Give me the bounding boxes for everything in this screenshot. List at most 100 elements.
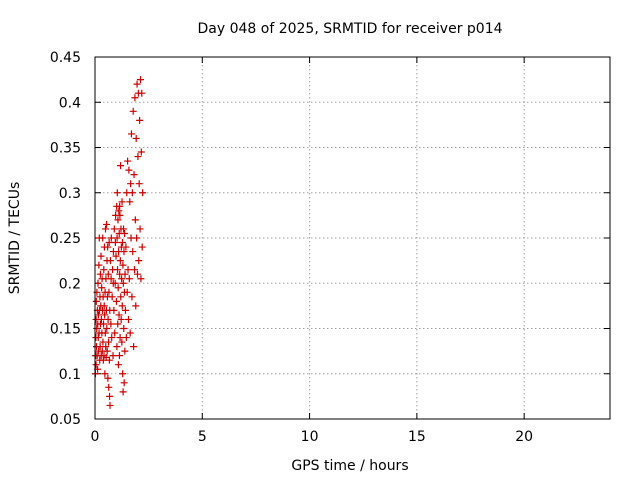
x-axis-label: GPS time / hours [291,458,408,474]
data-point [120,325,128,332]
data-point [133,270,141,278]
data-point [117,162,125,170]
data-point [130,171,138,179]
data-point [103,325,111,332]
data-point [123,288,131,296]
data-point [104,270,112,278]
data-point [135,257,143,265]
data-point [115,352,123,360]
data-point [132,134,140,142]
data-point [93,325,101,332]
data-point [119,370,127,378]
data-point [118,275,126,283]
data-point [124,266,132,274]
data-point [130,343,138,351]
data-point [105,288,113,296]
data-point [112,252,120,260]
data-point [97,252,105,260]
data-point [122,334,130,342]
data-point [103,347,111,355]
data-point [127,180,135,188]
data-point [97,315,105,323]
data-point [111,239,119,247]
data-point [114,284,122,292]
y-tick-label: 0.05 [50,412,81,428]
y-tick-label: 0.2 [59,276,81,292]
data-point [138,243,146,251]
data-point [106,392,114,400]
data-point [133,80,141,88]
data-point [138,89,146,97]
data-point [139,189,147,197]
data-point [100,302,108,310]
data-point [133,234,141,242]
data-point [105,356,113,364]
data-point [136,76,144,84]
x-tick-label: 0 [91,429,100,445]
data-point [95,261,103,269]
x-tick-label: 5 [198,429,207,445]
data-point [125,166,133,174]
data-point [119,388,127,396]
data-point [99,234,107,242]
data-point [120,225,128,233]
y-tick-label: 0.3 [59,186,81,202]
data-point [132,302,140,310]
data-point [114,361,122,369]
data-point [98,284,106,292]
data-point [107,275,115,283]
data-point [92,297,100,305]
grid [95,57,610,419]
data-point [124,315,132,323]
data-point [102,225,110,233]
data-point [100,320,108,328]
data-point [115,207,123,215]
data-point [118,338,126,346]
data-point [129,107,137,115]
data-point [121,270,129,278]
data-point [101,329,109,337]
data-point [128,293,136,301]
data-point [106,401,114,409]
data-point [114,266,122,274]
y-tick-label: 0.4 [59,95,81,111]
data-point [94,311,102,319]
data-point [101,370,109,378]
chart-title: Day 048 of 2025, SRMTID for receiver p01… [197,21,502,37]
y-tick-label: 0.15 [50,322,81,338]
data-point [137,148,145,156]
data-point [121,347,129,355]
data-point [103,220,111,228]
data-point [121,229,129,237]
data-point [111,329,119,337]
data-point [116,334,124,342]
data-point [136,116,144,124]
data-point [117,293,125,301]
data-point [114,216,122,224]
data-point [101,311,109,319]
data-point [120,379,128,387]
data-point [127,130,135,138]
data-point [96,270,104,278]
data-point [113,189,121,197]
data-point [126,329,134,337]
data-point [105,383,113,391]
data-point [116,257,124,265]
data-point [129,248,137,256]
data-point [114,320,122,328]
x-tick-label: 10 [301,429,319,445]
x-tick-labels: 0 5 10 15 20 [91,429,534,445]
data-point [119,279,127,287]
data-point [120,248,128,256]
data-point [109,352,117,360]
y-tick-label: 0.1 [59,367,81,383]
data-point [94,334,102,342]
y-tick-label: 0.25 [50,231,81,247]
data-point [113,343,121,351]
data-point [108,293,116,301]
data-point [118,302,126,310]
data-point [102,343,110,351]
y-tick-label: 0.45 [50,50,81,66]
data-point [119,261,127,269]
